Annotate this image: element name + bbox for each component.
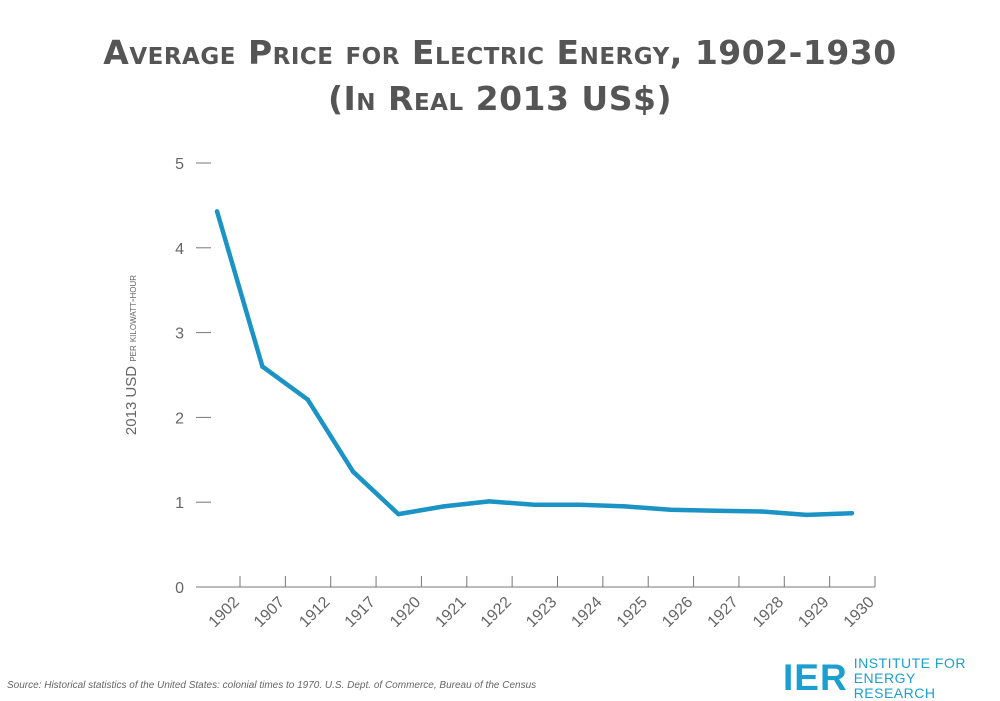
data-point — [713, 508, 719, 513]
x-tick-label: 1922 — [478, 594, 515, 631]
x-tick-label: 1928 — [750, 594, 787, 631]
y-tick-label: 5 — [175, 156, 184, 173]
x-tick-label: 1926 — [659, 594, 696, 631]
chart-title-line1: Average Price for Electric Energy, 1902-… — [103, 33, 897, 72]
x-tick-label: 1902 — [206, 594, 243, 631]
x-tick-label: 1920 — [387, 594, 424, 631]
data-point — [305, 397, 310, 402]
data-point — [441, 504, 446, 509]
data-point — [668, 507, 673, 513]
data-point — [623, 504, 628, 509]
x-tick-label: 1921 — [432, 594, 469, 631]
x-tick-label: 1917 — [342, 594, 379, 631]
data-point — [532, 502, 537, 507]
x-tick-label: 1925 — [614, 594, 651, 631]
source-note: Source: Historical statistics of the Uni… — [7, 680, 537, 691]
y-tick-label: 1 — [175, 495, 184, 512]
x-tick-label: 1907 — [251, 594, 288, 631]
logo-line2: ENERGY RESEARCH — [853, 669, 936, 701]
data-point — [849, 511, 855, 516]
data-point — [260, 364, 265, 369]
chart-title-line2: (In Real 2013 US$) — [327, 79, 673, 118]
logo-mark: IER — [783, 657, 848, 698]
y-axis-label-unit: per kilowatt-hour — [127, 275, 139, 362]
chart-title: Average Price for Electric Energy, 1902-… — [0, 30, 1000, 122]
y-tick-label: 3 — [175, 326, 184, 343]
y-tick-label: 4 — [175, 241, 184, 258]
series-layer — [214, 209, 855, 518]
data-point — [486, 499, 492, 504]
y-axis-label-main: 2013 USD — [123, 366, 140, 435]
data-point — [214, 209, 220, 214]
x-tick-label: 1927 — [705, 594, 742, 631]
logo-text: INSTITUTE FOR ENERGY RESEARCH — [853, 654, 1000, 701]
x-axis: 1902 1907 1912 1917 1920 1921 1922 1923 1924 1925… — [196, 576, 878, 631]
data-point — [577, 502, 583, 507]
logo-line1: INSTITUTE FOR — [853, 654, 966, 671]
data-point — [396, 511, 401, 517]
y-axis: 0 1 2 3 4 5 — [175, 156, 211, 597]
x-tick-label: 1912 — [296, 594, 333, 631]
ier-logo: IER INSTITUTE FOR ENERGY RESEARCH — [783, 655, 1000, 700]
y-tick-label: 0 — [175, 580, 184, 597]
data-point — [350, 469, 356, 474]
y-tick-label: 2 — [175, 410, 184, 427]
series-line — [214, 210, 853, 518]
data-point — [804, 512, 809, 518]
y-axis-label: 2013 USD per kilowatt-hour — [123, 275, 140, 435]
x-tick-label: 1923 — [523, 594, 560, 631]
x-tick-label: 1924 — [568, 594, 605, 631]
x-tick-label: 1930 — [841, 594, 878, 631]
x-tick-label: 1929 — [795, 594, 832, 631]
data-point — [759, 509, 764, 514]
